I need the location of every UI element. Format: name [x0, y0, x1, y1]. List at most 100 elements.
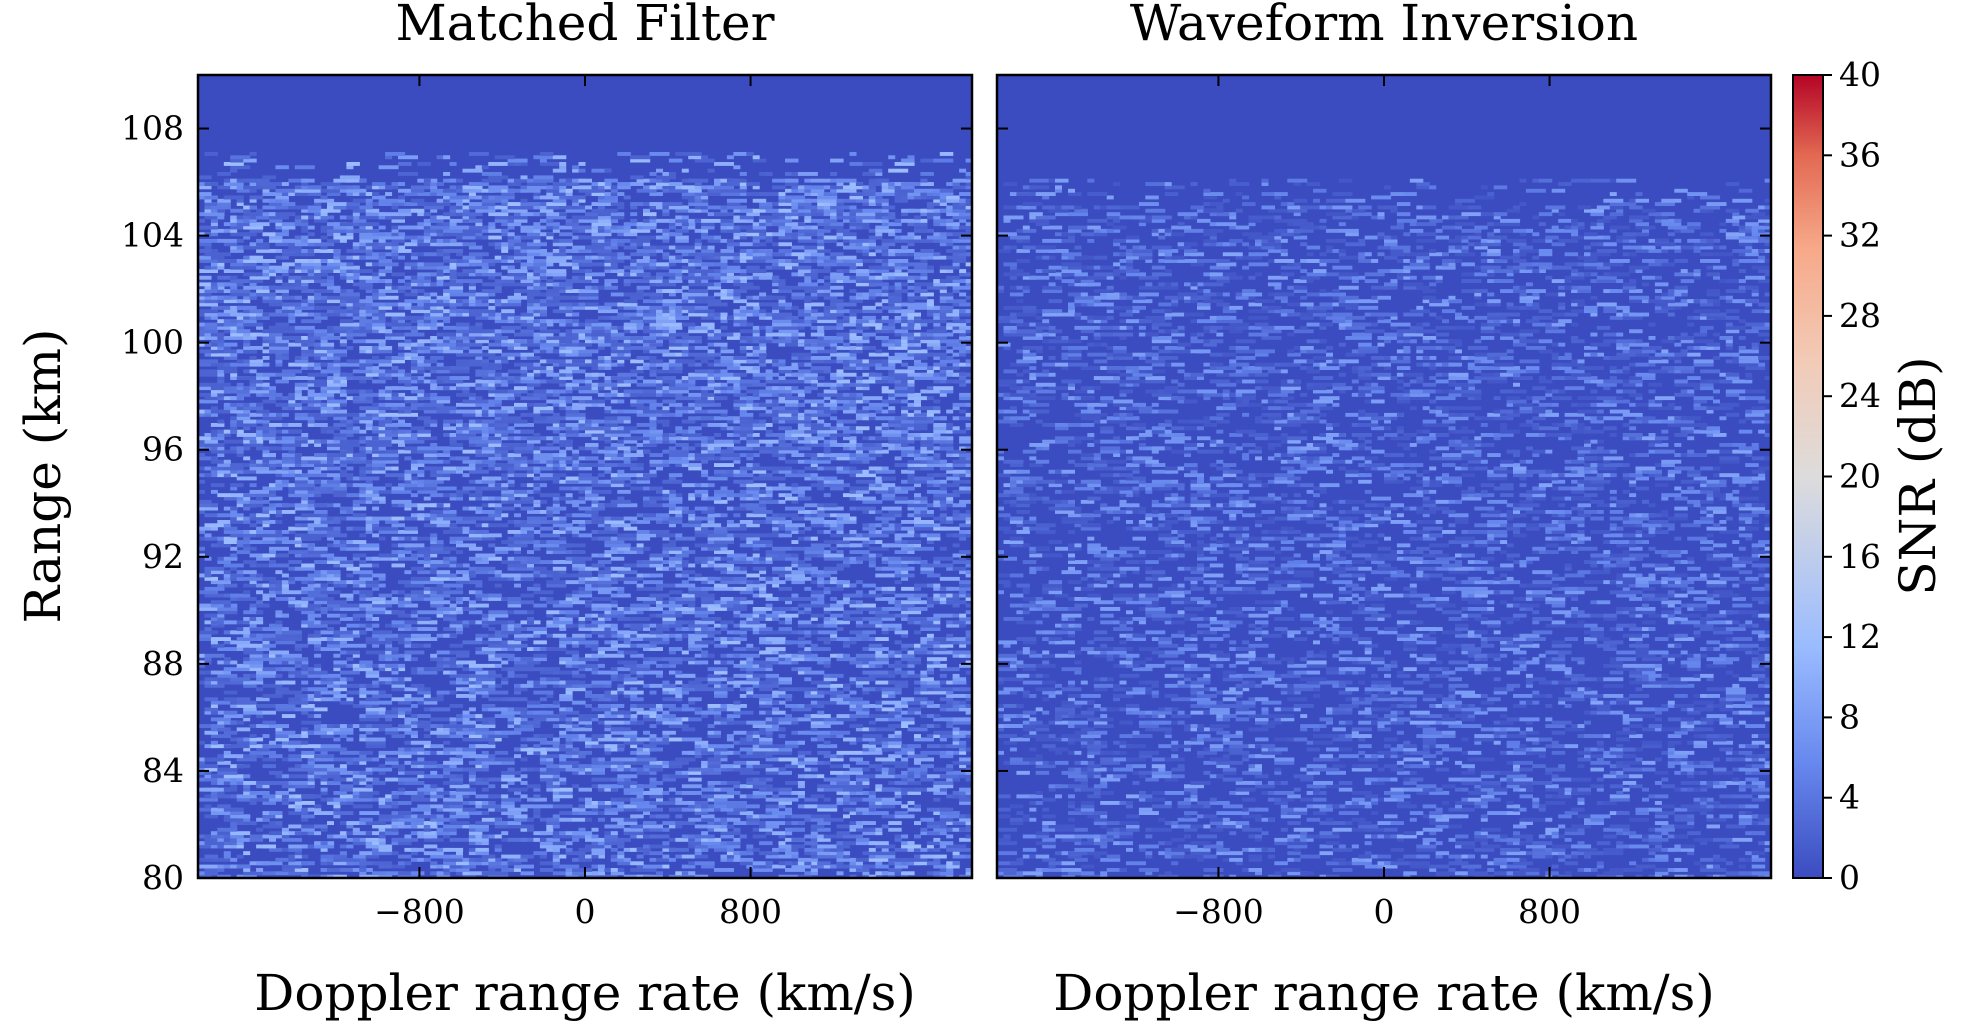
heatmap-cell: [894, 730, 902, 735]
heatmap-cell: [249, 627, 264, 631]
heatmap-cell: [610, 857, 631, 862]
heatmap-cell: [430, 814, 438, 819]
heatmap-cell: [591, 784, 599, 789]
heatmap-cell: [804, 553, 825, 558]
heatmap-cell: [288, 550, 309, 554]
heatmap-cell: [765, 657, 786, 662]
heatmap-cell: [868, 811, 889, 815]
heatmap-cell: [630, 603, 651, 608]
heatmap-cell: [527, 704, 547, 708]
heatmap-cell: [939, 576, 960, 581]
heatmap-cell: [901, 576, 909, 581]
heatmap-cell: [597, 590, 612, 595]
heatmap-cell: [804, 503, 818, 508]
heatmap-cell: [604, 811, 618, 815]
heatmap-cell: [610, 566, 631, 571]
heatmap-cell: [230, 493, 251, 498]
heatmap-cell: [359, 781, 367, 785]
heatmap-cell: [501, 560, 522, 564]
heatmap-cell: [243, 516, 251, 521]
heatmap-cell: [920, 566, 934, 571]
heatmap-cell: [391, 610, 405, 615]
heatmap-cell: [346, 821, 367, 825]
heatmap-cell: [914, 523, 934, 528]
heatmap-cell: [926, 841, 941, 846]
heatmap-cell: [759, 493, 767, 498]
heatmap-cell: [417, 513, 425, 518]
heatmap-cell: [836, 637, 857, 641]
heatmap-cell: [527, 700, 534, 705]
heatmap-cell: [398, 861, 405, 866]
heatmap-cell: [888, 650, 896, 655]
heatmap-cell: [901, 874, 909, 878]
heatmap-cell: [249, 540, 270, 544]
heatmap-cell: [855, 760, 870, 765]
heatmap-cell: [533, 807, 541, 812]
heatmap-cell: [372, 824, 393, 829]
heatmap-cell: [707, 633, 715, 638]
heatmap-cell: [423, 821, 438, 825]
heatmap-cell: [778, 757, 799, 762]
heatmap-cell: [804, 516, 825, 521]
heatmap-cell: [791, 597, 812, 601]
heatmap-cell: [352, 653, 360, 658]
heatmap-cell: [707, 760, 722, 765]
heatmap-cell: [649, 530, 670, 534]
heatmap-cell: [501, 496, 509, 501]
heatmap-cell: [952, 560, 972, 564]
heatmap-cell: [830, 576, 838, 581]
heatmap-cell: [423, 643, 431, 648]
heatmap-cell: [862, 727, 870, 732]
heatmap-cell: [772, 724, 780, 728]
heatmap-cell: [772, 710, 786, 715]
heatmap-cell: [901, 757, 909, 762]
heatmap-cell: [436, 650, 457, 655]
heatmap-cell: [539, 740, 547, 745]
heatmap-cell: [797, 757, 805, 762]
heatmap-cell: [765, 556, 773, 561]
heatmap-cell: [623, 663, 638, 668]
heatmap-cell: [404, 781, 425, 785]
heatmap-cell: [449, 523, 457, 528]
heatmap-cell: [791, 814, 812, 819]
heatmap-cell: [417, 714, 431, 718]
heatmap-cell: [559, 864, 580, 869]
heatmap-cell: [572, 563, 580, 568]
heatmap-cell: [849, 797, 863, 802]
heatmap-cell: [739, 627, 760, 631]
heatmap-cell: [578, 590, 592, 595]
heatmap-cell: [352, 831, 373, 836]
heatmap-cell: [385, 650, 393, 655]
heatmap-cell: [468, 506, 476, 511]
heatmap-cell: [726, 680, 747, 685]
heatmap-cell: [488, 556, 502, 561]
heatmap-cell: [823, 717, 838, 722]
heatmap-cell: [791, 827, 805, 832]
heatmap-cell: [475, 714, 483, 718]
heatmap-cell: [301, 744, 322, 749]
heatmap-cell: [939, 811, 960, 815]
heatmap-cell: [552, 633, 567, 638]
heatmap-cell: [875, 653, 889, 658]
heatmap-cell: [249, 499, 270, 504]
heatmap-cell: [520, 747, 534, 752]
heatmap-cell: [752, 553, 760, 558]
heatmap-cell: [939, 673, 947, 678]
heatmap-cell: [210, 717, 231, 722]
heatmap-cell: [494, 510, 502, 514]
heatmap-cell: [333, 503, 341, 508]
heatmap-cell: [533, 811, 541, 815]
heatmap-cell: [656, 797, 663, 802]
heatmap-cell: [604, 520, 625, 524]
heatmap-cell: [720, 764, 741, 769]
heatmap-cell: [636, 747, 644, 752]
heatmap-cell: [668, 566, 676, 571]
heatmap-cell: [275, 553, 289, 558]
heatmap-cell: [533, 630, 547, 635]
heatmap-cell: [965, 697, 972, 702]
heatmap-cell: [752, 510, 773, 514]
heatmap-cell: [488, 673, 502, 678]
heatmap-cell: [430, 570, 438, 575]
heatmap-cell: [836, 750, 857, 755]
heatmap-cell: [320, 673, 341, 678]
